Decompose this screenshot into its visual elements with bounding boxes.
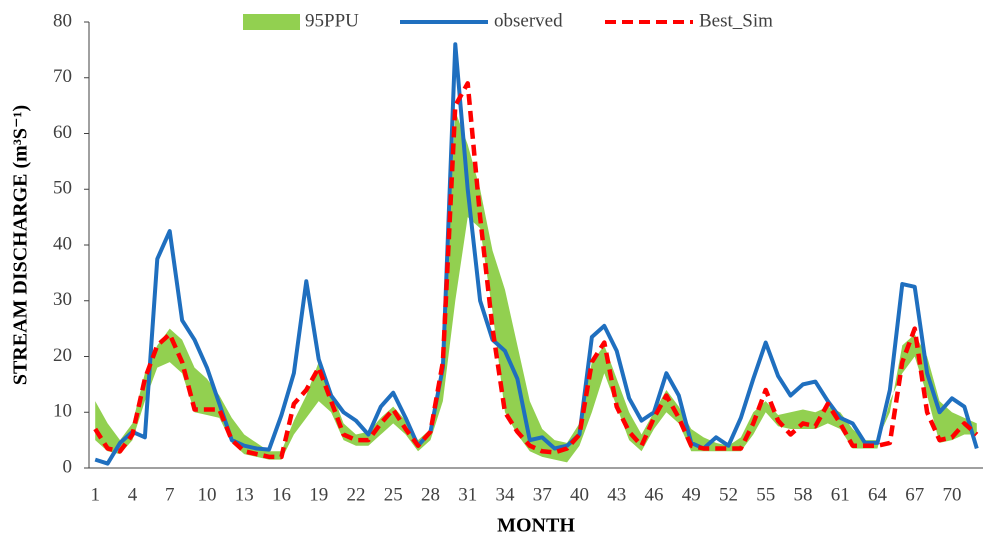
x-tick-label: 28 (421, 484, 440, 505)
x-tick-label: 25 (384, 484, 403, 505)
y-tick-label: 50 (53, 178, 72, 199)
legend-label: observed (494, 10, 563, 31)
x-tick-label: 64 (868, 484, 888, 505)
x-tick-label: 1 (90, 484, 100, 505)
y-tick-label: 10 (53, 401, 72, 422)
dashed-line (93, 81, 979, 460)
x-tick-label: 55 (756, 484, 775, 505)
y-axis-title: STREAM DISCHARGE (m³S⁻¹) (10, 105, 32, 385)
x-tick-label: 49 (682, 484, 701, 505)
x-tick-label: 31 (458, 484, 477, 505)
y-tick-label: 30 (53, 289, 72, 310)
x-tick-label: 46 (644, 484, 663, 505)
y-tick-label: 80 (53, 10, 72, 31)
x-tick-label: 58 (793, 484, 812, 505)
x-axis-title: MONTH (497, 515, 575, 537)
x-tick-label: 4 (128, 484, 138, 505)
x-tick-label: 43 (607, 484, 626, 505)
y-tick-label: 70 (53, 66, 72, 87)
y-tick-label: 60 (53, 122, 72, 143)
x-tick-label: 34 (495, 484, 515, 505)
x-tick-label: 61 (831, 484, 850, 505)
y-tick-label: 40 (53, 233, 72, 254)
x-tick-label: 7 (165, 484, 175, 505)
y-tick-label: 0 (63, 456, 73, 477)
x-tick-label: 16 (272, 484, 291, 505)
x-tick-label: 70 (942, 484, 961, 505)
x-tick-label: 52 (719, 484, 738, 505)
y-tick-label: 20 (53, 345, 72, 366)
x-tick-label: 19 (309, 484, 328, 505)
legend-label: Best_Sim (699, 10, 773, 31)
series-line (94, 42, 979, 466)
legend-swatch (243, 14, 300, 30)
x-tick-label: 10 (197, 484, 216, 505)
x-tick-label: 40 (570, 484, 589, 505)
x-tick-label: 22 (346, 484, 365, 505)
x-tick-label: 13 (235, 484, 254, 505)
x-tick-label: 67 (905, 484, 924, 505)
band-area (95, 111, 977, 463)
legend-label: 95PPU (305, 10, 359, 31)
x-tick-label: 37 (533, 484, 552, 505)
